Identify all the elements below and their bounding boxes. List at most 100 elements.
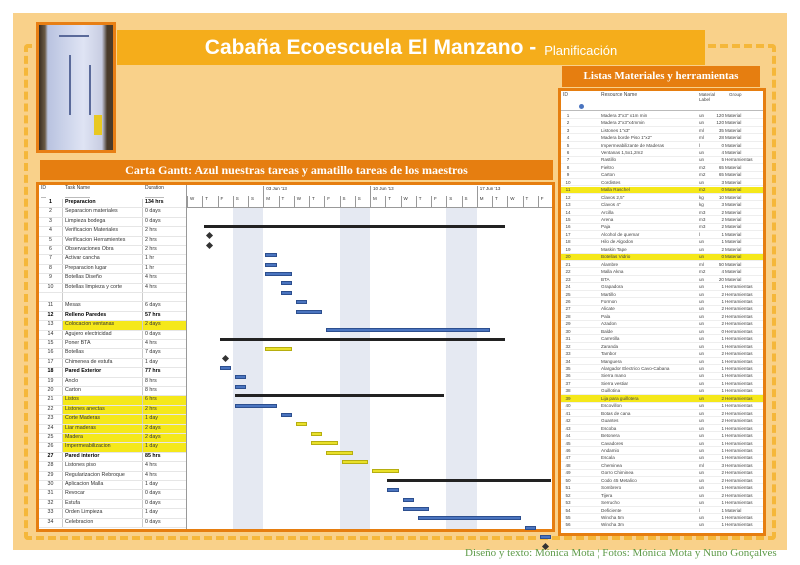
material-unit: un <box>699 515 705 521</box>
material-unit: un <box>699 239 705 245</box>
task-list: ID Task Name Duration 1 Preparacion 134 hr… <box>39 185 186 529</box>
material-group: Herramientas <box>725 380 753 386</box>
material-name: Deficiente <box>601 507 622 513</box>
task-duration: 2 hrs <box>145 227 157 234</box>
material-unit: un <box>699 298 705 304</box>
masters-bar <box>295 422 307 427</box>
task-id: 24 <box>39 424 63 433</box>
material-qty: 4 <box>721 149 724 155</box>
task-row: 16 Botellas 7 days <box>39 349 186 359</box>
material-qty: 2 <box>721 351 724 357</box>
task-duration: 0 days <box>145 330 161 337</box>
task-id: 12 <box>39 311 63 321</box>
masters-bar <box>265 347 292 352</box>
material-qty: 1 <box>721 380 724 386</box>
material-id: 15 <box>565 217 571 223</box>
material-id: 32 <box>565 343 571 349</box>
task-row: 12 Relleno Paredes 57 hrs <box>39 311 186 322</box>
task-row: 30 Aplicacion Malla 1 day <box>39 481 186 491</box>
task-row: 19 Anclo 8 hrs <box>39 377 186 387</box>
day-label: T <box>522 196 539 207</box>
material-id: 50 <box>565 477 571 483</box>
day-label: T <box>309 196 325 207</box>
material-name: Pala <box>601 313 611 319</box>
material-row: 43 Escoba un 1 Herramientas <box>561 425 763 433</box>
material-row: 50 Codo 45 Metalico un 2 Herramientas <box>561 477 763 485</box>
weekend-shade <box>339 207 355 529</box>
material-row: 49 Gorro Chiminea un 2 Herramientas <box>561 470 763 478</box>
material-name: Tambor <box>601 351 617 357</box>
material-group: Material <box>725 135 742 141</box>
material-name: Cheminea <box>601 462 622 468</box>
ours-bar <box>219 366 231 370</box>
task-row: 1 Preparacion 134 hrs <box>39 199 186 209</box>
day-label: M <box>263 196 279 207</box>
material-group: Herramientas <box>725 477 753 483</box>
task-row: 24 Liar maderas 2 days <box>39 424 186 434</box>
task-name: Botellas Diseño <box>63 274 143 283</box>
material-name: Sombrero <box>601 485 622 491</box>
ours-bar <box>539 535 551 540</box>
material-name: Madera borde Piso 1"x2" <box>601 135 652 141</box>
material-name: Madera 3"x3" x1m min <box>601 112 648 118</box>
title-bar: Cabaña Ecoescuela El Manzano - Planifica… <box>117 30 705 65</box>
material-row: 44 Betonera un 1 Herramientas <box>561 432 763 440</box>
material-unit: un <box>699 276 705 282</box>
material-name: Escoba <box>601 425 617 431</box>
material-row: 9 Carton m2 65 Material <box>561 172 763 180</box>
task-row: 26 Impermeabilizacion 1 day <box>39 443 186 453</box>
task-id <box>39 293 63 302</box>
task-duration: 4 hrs <box>145 274 157 281</box>
material-row: 53 Serrucho un 1 Herramientas <box>561 499 763 507</box>
material-unit: un <box>699 179 705 185</box>
task-row: 25 Madera 2 days <box>39 434 186 444</box>
material-id: 14 <box>565 209 571 215</box>
task-name: Relleno Paredes <box>63 311 143 321</box>
material-row: 47 Escala un 1 Herramientas <box>561 455 763 463</box>
material-group: Herramientas <box>725 321 753 327</box>
material-qty: 2 <box>721 291 724 297</box>
material-unit: un <box>699 492 705 498</box>
material-unit: un <box>699 366 705 372</box>
material-name: Betonera <box>601 433 620 439</box>
task-id: 9 <box>39 274 63 283</box>
material-group: Material <box>725 149 742 155</box>
material-group: Herramientas <box>725 403 753 409</box>
material-row: 16 Paja m3 2 Material <box>561 224 763 232</box>
task-name: Regularizacion Rebroque <box>63 471 143 480</box>
material-name: Impermeabilizante de Maderas <box>601 142 665 148</box>
task-duration: 4 hrs <box>145 340 157 346</box>
material-row: 48 Cheminea ml 3 Herramientas <box>561 462 763 470</box>
material-qty: 10 <box>718 194 724 200</box>
material-group: Herramientas <box>725 351 753 357</box>
material-group: Herramientas <box>725 462 753 468</box>
material-row: 36 Sierra mano un 1 Herramientas <box>561 373 763 381</box>
day-label: T <box>492 196 508 207</box>
task-duration: 2 hrs <box>145 236 157 243</box>
task-duration: 4 hrs <box>145 462 157 469</box>
mat-col-id: ID <box>563 92 568 98</box>
task-row: 17 Chimenea de estufa 1 day <box>39 358 186 369</box>
material-row: 46 Andamio un 1 Herramientas <box>561 447 763 455</box>
material-id: 1 <box>566 112 570 118</box>
task-duration: 1 day <box>143 415 186 424</box>
material-unit: un <box>699 313 705 319</box>
material-id: 45 <box>565 440 571 446</box>
task-id: 22 <box>39 405 63 415</box>
task-id: 20 <box>39 387 63 396</box>
material-row: 51 Sombrero un 1 Herramientas <box>561 485 763 492</box>
material-qty: 1 <box>721 440 724 446</box>
material-qty: 2 <box>721 209 724 215</box>
material-name: Clavos 4" <box>601 202 621 208</box>
task-name: Preparacion <box>63 199 143 208</box>
material-group: Material <box>725 507 742 513</box>
material-unit: un <box>699 157 705 163</box>
material-row: 23 BTA un 20 Material <box>561 276 763 284</box>
task-name: Estufa <box>63 499 143 509</box>
task-id: 23 <box>39 415 63 424</box>
material-id: 11 <box>565 187 571 193</box>
material-row: 20 Botellas Vidrio un 0 Material <box>561 253 763 261</box>
material-group: Herramientas <box>725 485 753 491</box>
material-group: Herramientas <box>725 366 753 372</box>
